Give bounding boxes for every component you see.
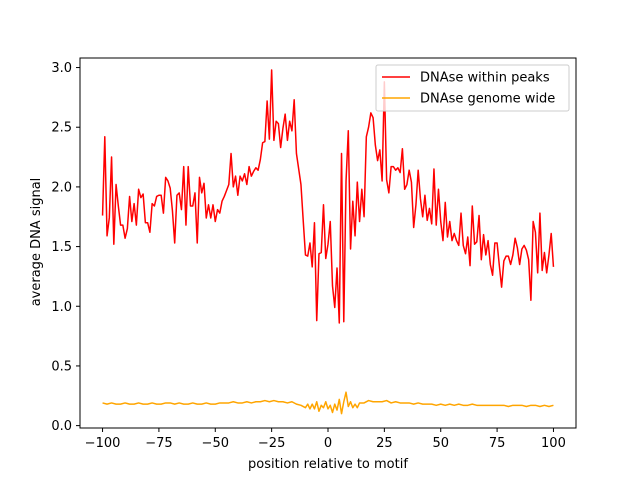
y-tick-label: 3.0 [51, 61, 72, 76]
x-tick-label: 0 [324, 436, 332, 451]
x-tick-label: 100 [541, 436, 566, 451]
y-tick-label: 0.0 [51, 419, 72, 434]
y-tick-label: 0.5 [51, 359, 72, 374]
x-tick-label: 75 [489, 436, 506, 451]
x-tick-label: −100 [85, 436, 121, 451]
series-line-2 [102, 391, 554, 415]
y-tick-label: 1.5 [51, 240, 72, 255]
legend: DNAse within peaks DNAse genome wide [375, 64, 570, 112]
y-tick-label: 1.0 [51, 300, 72, 315]
axes-layer: −100 −75 −50 −25 0 25 50 75 100 0.0 0.5 1.0 1.5 2.0 2.… [51, 57, 577, 451]
y-tick-label: 2.0 [51, 180, 72, 195]
legend-entry-1: DNAse within peaks [420, 71, 550, 86]
series-layer [101, 69, 555, 415]
x-tick-label: 50 [432, 436, 449, 451]
x-tick-label: 25 [376, 436, 393, 451]
x-tick-label: −50 [202, 436, 229, 451]
x-axis-label: position relative to motif [248, 457, 408, 472]
series-line-1 [101, 69, 555, 324]
y-axis-label: average DNA signal [29, 178, 44, 307]
x-tick-label: −75 [145, 436, 172, 451]
x-tick-label: −25 [258, 436, 285, 451]
y-tick-label: 2.5 [51, 121, 72, 136]
legend-entry-2: DNAse genome wide [420, 92, 555, 107]
legend-box [375, 64, 570, 112]
